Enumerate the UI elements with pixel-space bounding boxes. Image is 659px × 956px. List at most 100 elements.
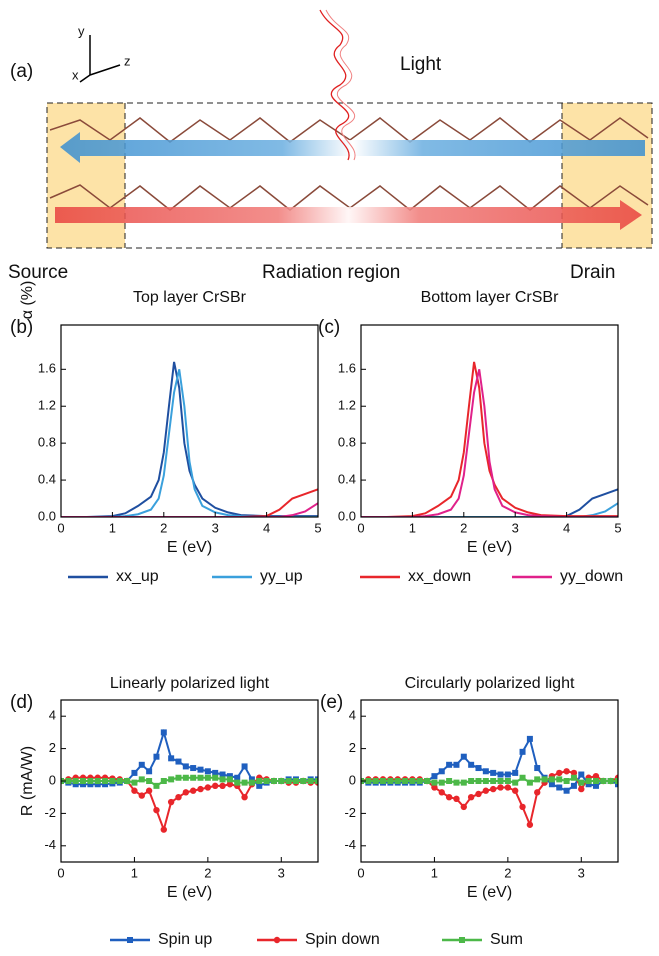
point	[578, 785, 585, 793]
plot-frame	[360, 324, 619, 518]
light-wave	[325, 9, 356, 161]
legend-label: Sum	[490, 931, 523, 948]
point	[453, 761, 460, 768]
chart: 0 1 2 3 4 5 0.0 0.4 0.8 1.2 1.6 (b) Top layer CrSBr E…	[10, 281, 322, 557]
point	[102, 778, 109, 784]
point	[234, 779, 241, 786]
spin-down-arrow	[55, 200, 642, 230]
point	[489, 785, 497, 793]
x-axis-label: E (eV)	[167, 884, 212, 901]
point	[167, 798, 175, 806]
region-label: Radiation region	[262, 262, 400, 283]
point	[270, 778, 277, 784]
point	[138, 776, 145, 783]
point	[468, 778, 475, 784]
point	[460, 779, 467, 786]
point	[453, 779, 460, 786]
x-tick-label: 3	[212, 520, 219, 535]
point	[526, 821, 534, 828]
x-tick-label: 2	[460, 520, 467, 535]
point	[512, 769, 519, 776]
point	[570, 769, 578, 777]
point	[153, 753, 160, 760]
point	[534, 776, 541, 783]
point	[256, 778, 263, 784]
x-axis-label: E (eV)	[467, 884, 512, 901]
x-tick-label: 3	[578, 865, 585, 880]
plot-frame	[60, 324, 319, 518]
point	[131, 769, 138, 776]
point	[116, 778, 123, 784]
x-tick-label: 5	[614, 520, 621, 535]
point	[204, 768, 211, 775]
point	[94, 778, 101, 784]
point	[475, 778, 482, 784]
point	[285, 778, 292, 784]
axis-icon	[89, 64, 121, 76]
point	[241, 794, 248, 801]
point	[519, 748, 526, 755]
point	[424, 778, 431, 784]
point	[109, 778, 116, 784]
y-tick-label: 0.8	[338, 435, 356, 450]
point	[204, 774, 211, 781]
point	[212, 774, 219, 781]
y-tick-label: -2	[344, 805, 356, 820]
y-axis-label: α (%)	[19, 281, 36, 320]
point	[431, 773, 438, 780]
series-line	[361, 361, 618, 517]
legend-label: Spin down	[305, 931, 380, 948]
x-tick-label: 0	[57, 520, 64, 535]
point	[168, 755, 175, 762]
light-label: Light	[400, 54, 442, 75]
point	[592, 782, 599, 789]
point	[519, 774, 526, 781]
series	[61, 361, 318, 517]
y-tick-label: -4	[344, 837, 356, 852]
x-tick-label: 0	[57, 865, 64, 880]
point	[482, 787, 490, 794]
point	[219, 782, 226, 790]
point	[197, 766, 204, 773]
x-tick-label: 4	[263, 520, 270, 535]
legend-label: yy_up	[260, 568, 303, 585]
point	[556, 769, 563, 777]
point	[94, 781, 101, 788]
point	[607, 778, 614, 784]
point	[453, 795, 460, 803]
point	[189, 787, 197, 794]
y-tick-label: 0.4	[338, 472, 356, 487]
point	[519, 803, 526, 811]
point	[256, 782, 263, 789]
drain-label: Drain	[570, 262, 615, 283]
y-tick-label: -2	[44, 805, 56, 820]
panel-label: (d)	[10, 692, 33, 713]
point	[160, 826, 167, 833]
legend-label: xx_down	[408, 568, 471, 585]
point	[600, 778, 607, 784]
point	[182, 763, 189, 770]
point	[175, 758, 182, 765]
point	[592, 772, 600, 780]
x-tick-label: 1	[131, 865, 138, 880]
panel-label: (b)	[10, 317, 33, 338]
point	[526, 735, 533, 742]
x-tick-label: 3	[512, 520, 519, 535]
point	[482, 768, 489, 775]
point	[541, 776, 548, 783]
y-tick-label: 2	[49, 740, 56, 755]
series	[361, 774, 618, 786]
chart: 0 1 2 3 4 5 0.0 0.4 0.8 1.2 1.6 (c) Bottom layer CrS…	[318, 289, 622, 556]
x-tick-label: 5	[314, 520, 321, 535]
point	[563, 778, 570, 784]
x-tick-label: 4	[563, 520, 570, 535]
y-tick-label: 2	[349, 740, 356, 755]
point	[438, 789, 445, 796]
point	[145, 787, 153, 794]
point	[307, 778, 314, 784]
panel-label: (e)	[320, 692, 343, 713]
y-tick-label: 1.6	[338, 361, 356, 376]
point	[416, 778, 423, 784]
point	[534, 765, 541, 772]
